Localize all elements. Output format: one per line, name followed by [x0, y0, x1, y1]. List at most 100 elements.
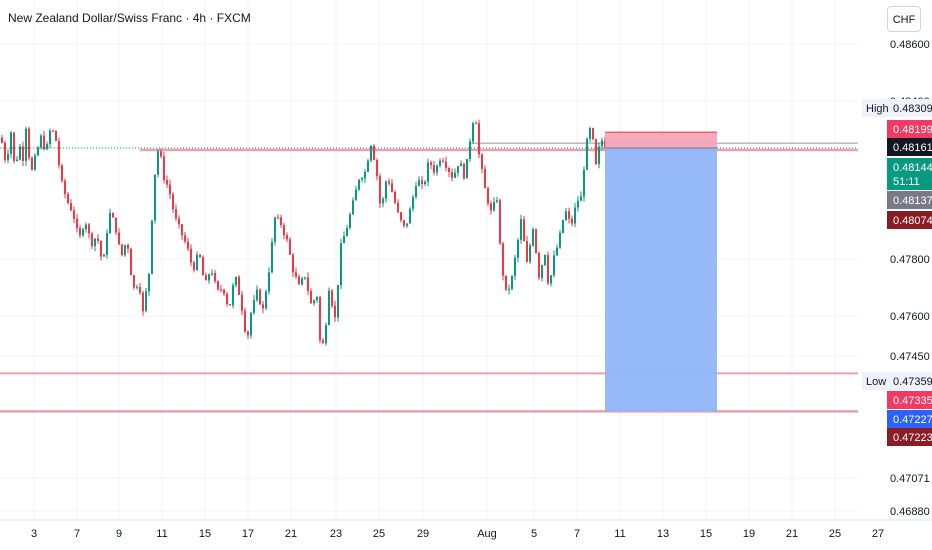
candle-down [307, 272, 309, 296]
candle-body [586, 138, 588, 170]
candle-up [19, 144, 21, 161]
price-label-bg [887, 191, 932, 209]
horizontal-lines [0, 142, 858, 413]
candle-down [181, 223, 183, 241]
candle-down [247, 330, 249, 340]
candle-down [193, 260, 195, 273]
price-label-darkred: 0.47223 [887, 428, 932, 446]
candle-up [358, 179, 360, 192]
price-label-value: 0.48309 [893, 103, 932, 115]
candle-body [484, 168, 486, 189]
candle-down [73, 206, 75, 224]
candle-body [388, 181, 390, 184]
candle-body [451, 171, 453, 178]
candle-down [175, 204, 177, 222]
candle-down [67, 191, 69, 205]
candle-body [382, 198, 384, 204]
candle-down [379, 173, 381, 209]
x-tick-label: 19 [743, 528, 755, 540]
candle-body [100, 240, 102, 257]
candle-up [532, 227, 534, 247]
price-label-value: 0.47335 [893, 395, 932, 407]
candle-down [13, 132, 15, 164]
candle-body [337, 285, 339, 318]
candle-down [502, 241, 504, 281]
candle-body [460, 163, 462, 167]
candle-body [520, 219, 522, 240]
candle-down [538, 251, 540, 281]
candle-body [298, 276, 300, 285]
candle-body [7, 153, 9, 161]
candle-up [556, 244, 558, 257]
candle-body [31, 157, 33, 170]
candle-body [361, 178, 363, 180]
candle-body [133, 275, 135, 288]
candle-up [145, 287, 147, 313]
stop-zone[interactable] [605, 132, 717, 148]
candle-down [430, 160, 432, 170]
candle-body [85, 224, 87, 230]
candle-up [472, 121, 474, 144]
price-label-current: 0.48144 51:11 [887, 158, 932, 190]
candle-body [277, 217, 279, 219]
candle-body [412, 197, 414, 209]
candle-up [583, 166, 585, 202]
candle-body [523, 219, 525, 242]
price-label-black: 0.48161 [887, 138, 932, 156]
candle-down [118, 228, 120, 246]
candle-up [586, 137, 588, 171]
candle-body [124, 244, 126, 255]
candle-body [511, 276, 513, 289]
target-zone[interactable] [605, 147, 717, 412]
price-label-bg [862, 372, 932, 390]
candle-body [199, 254, 201, 257]
candle-up [271, 238, 273, 274]
candle-body [421, 180, 423, 185]
candle-down [163, 151, 165, 184]
x-tick-label: 9 [116, 528, 122, 540]
candle-body [550, 275, 552, 284]
candle-down [298, 274, 300, 285]
candle-down [58, 137, 60, 169]
candle-body [289, 239, 291, 255]
price-label-bg [887, 120, 932, 138]
candle-body [400, 212, 402, 221]
candle-body [40, 135, 42, 148]
candle-body [427, 162, 429, 182]
candle-body [103, 254, 105, 257]
candle-body [112, 213, 114, 218]
candle-body [508, 288, 510, 290]
price-label-target: 0.47227 [887, 410, 932, 428]
candle-body [223, 289, 225, 294]
candle-body [442, 160, 444, 162]
candle-down [238, 274, 240, 295]
candle-body [601, 140, 603, 147]
chart-title: New Zealand Dollar/Swiss Franc · 4h · FX… [8, 11, 251, 25]
candle-down [115, 217, 117, 236]
candle-up [370, 145, 372, 163]
candle-down [88, 223, 90, 239]
candle-down [595, 138, 597, 165]
candle-body [175, 209, 177, 219]
candle-body [304, 277, 306, 279]
candle-down [127, 243, 129, 253]
candle-body [514, 257, 516, 277]
candle-body [331, 290, 333, 306]
candle-down [445, 156, 447, 172]
candle-body [244, 310, 246, 332]
candle-body [73, 210, 75, 219]
currency-button[interactable]: CHF [887, 6, 921, 32]
candle-body [562, 220, 564, 233]
candle-body [256, 289, 258, 300]
candle-down [79, 224, 81, 239]
price-label-value: 0.48137 [893, 195, 932, 207]
candle-up [337, 285, 339, 322]
candle-body [241, 294, 243, 311]
candle-body [457, 166, 459, 173]
y-tick-label: 0.47800 [890, 254, 930, 266]
candle-down [592, 127, 594, 141]
x-tick-label: 27 [872, 528, 884, 540]
candle-body [235, 276, 237, 286]
candle-down [490, 200, 492, 215]
